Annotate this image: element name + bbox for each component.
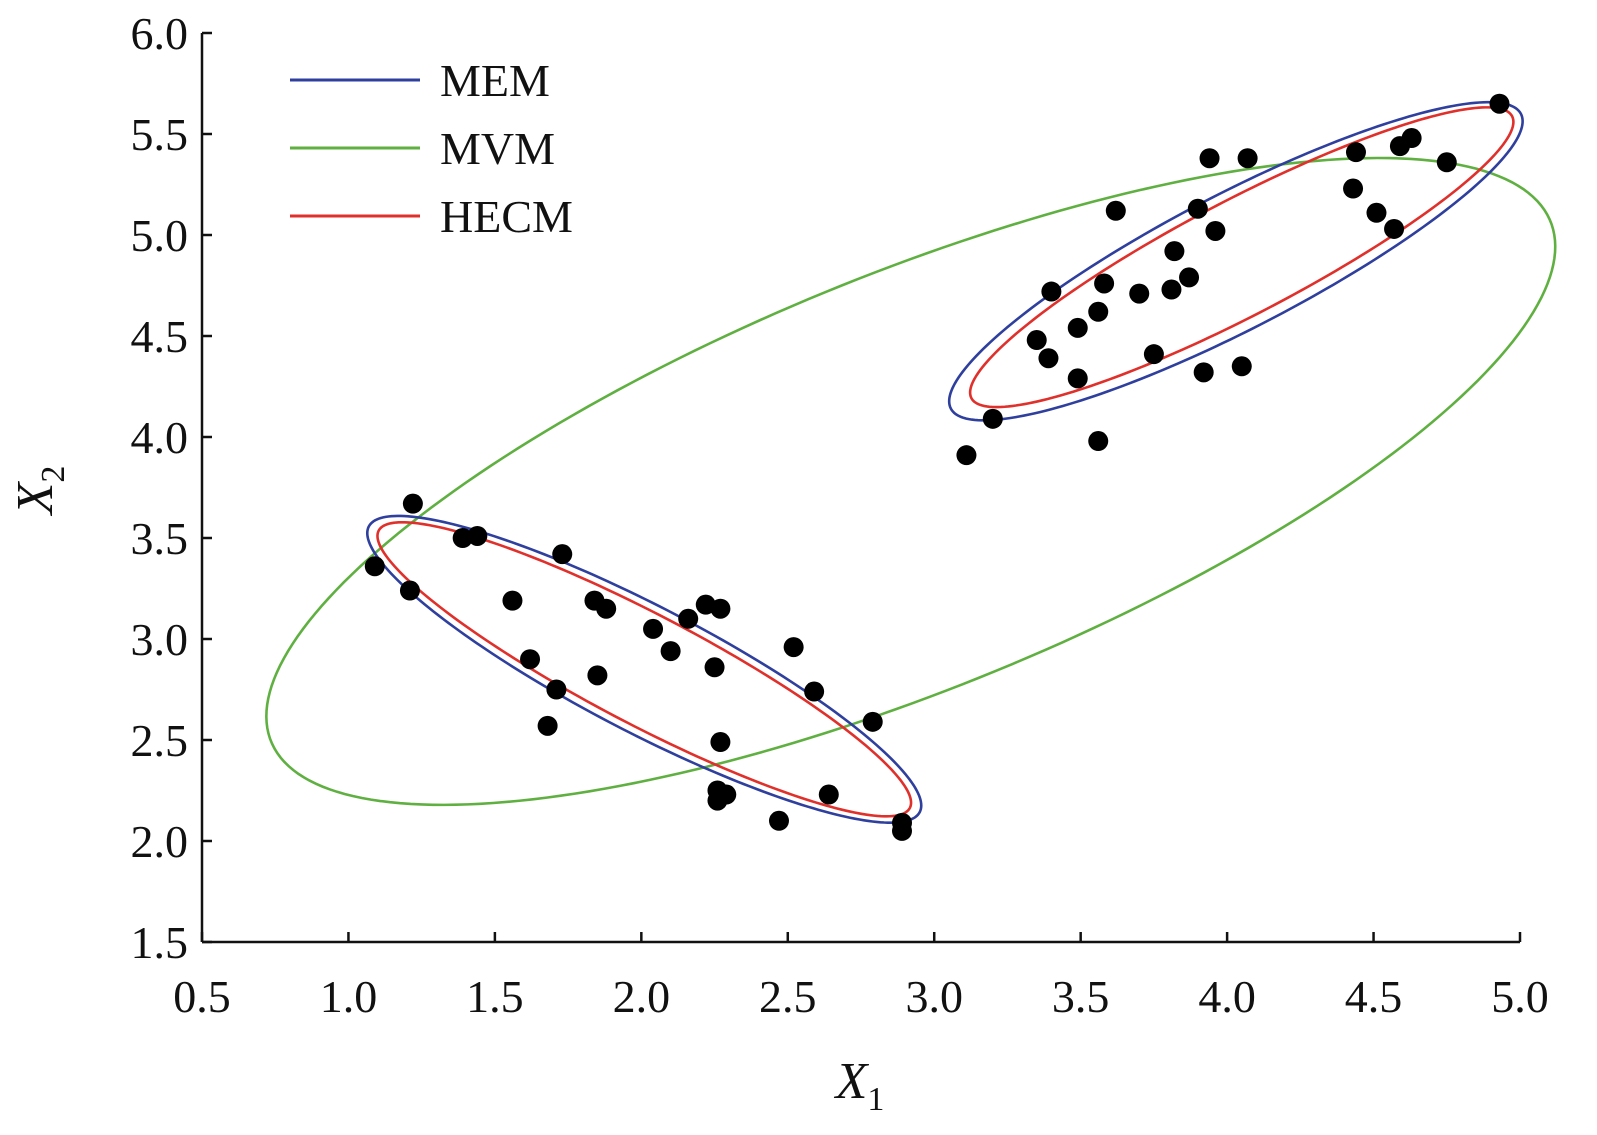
data-point-41 xyxy=(1129,283,1150,304)
x-tick-label-2: 1.5 xyxy=(466,971,524,1022)
data-point-45 xyxy=(1179,267,1200,288)
data-point-14 xyxy=(660,641,681,662)
legend-item-mvm: MVM xyxy=(290,123,555,174)
x-tick-label-4: 2.5 xyxy=(759,971,817,1022)
ellipse-hecm-2 xyxy=(376,520,913,818)
y-tick-label-2: 2.5 xyxy=(131,715,189,766)
data-point-6 xyxy=(520,649,541,670)
data-point-57 xyxy=(1401,128,1422,149)
y-tick-label-0: 1.5 xyxy=(131,917,189,968)
data-point-23 xyxy=(768,810,789,831)
data-point-3 xyxy=(452,528,473,548)
data-point-22 xyxy=(716,784,737,805)
data-point-54 xyxy=(1366,202,1387,223)
data-point-53 xyxy=(1345,142,1366,163)
data-point-30 xyxy=(956,445,977,466)
data-point-7 xyxy=(537,715,558,736)
x-axis-title-base: X xyxy=(834,1053,870,1110)
data-point-42 xyxy=(1143,344,1164,365)
y-tick-label-7: 5.0 xyxy=(131,210,189,261)
y-tick-label-5: 4.0 xyxy=(131,412,189,463)
data-point-58 xyxy=(1436,152,1457,173)
data-point-39 xyxy=(1094,273,1115,294)
y-tick-label-6: 4.5 xyxy=(131,311,189,362)
legend-item-mem: MEM xyxy=(290,55,550,106)
x-axis-title-subscript: 1 xyxy=(867,1081,884,1118)
data-point-44 xyxy=(1164,241,1185,262)
data-point-40 xyxy=(1105,200,1126,221)
data-point-36 xyxy=(1067,317,1088,338)
data-point-17 xyxy=(704,657,725,678)
data-point-15 xyxy=(678,608,699,629)
y-tick-label-4: 3.5 xyxy=(131,513,189,564)
y-tick-label-3: 3.0 xyxy=(131,614,189,665)
y-tick-label-9: 6.0 xyxy=(131,8,189,59)
data-point-8 xyxy=(546,679,567,700)
data-point-35 xyxy=(1067,368,1088,389)
data-point-43 xyxy=(1161,279,1182,300)
data-point-12 xyxy=(596,598,617,619)
x-tick-label-8: 4.5 xyxy=(1345,971,1403,1022)
data-point-9 xyxy=(552,544,573,565)
data-point-27 xyxy=(862,711,883,732)
legend-label-hecm: HECM xyxy=(440,191,573,242)
data-point-50 xyxy=(1231,356,1252,377)
data-point-49 xyxy=(1205,220,1226,241)
data-point-51 xyxy=(1237,148,1258,169)
legend-label-mem: MEM xyxy=(440,55,550,106)
data-point-25 xyxy=(804,681,825,702)
data-point-21 xyxy=(710,732,731,753)
y-tick-label-8: 5.5 xyxy=(131,109,189,160)
data-point-2 xyxy=(402,493,423,514)
y-tick-label-1: 2.0 xyxy=(131,816,189,867)
x-tick-label-6: 3.5 xyxy=(1052,971,1110,1022)
axes-layer xyxy=(200,33,1520,944)
legend-label-mvm: MVM xyxy=(440,123,555,174)
data-point-5 xyxy=(502,590,523,611)
ellipse-mvm-0 xyxy=(265,156,1557,807)
data-point-1 xyxy=(399,580,420,601)
data-point-34 xyxy=(1041,281,1062,302)
data-point-11 xyxy=(587,665,608,686)
x-tick-label-0: 0.5 xyxy=(173,971,231,1022)
data-point-31 xyxy=(982,408,1003,429)
data-point-13 xyxy=(643,618,664,639)
x-tick-label-7: 4.0 xyxy=(1198,971,1256,1022)
data-point-48 xyxy=(1199,148,1220,169)
data-point-32 xyxy=(1026,330,1047,351)
x-tick-label-5: 3.0 xyxy=(905,971,963,1022)
data-point-52 xyxy=(1343,178,1364,199)
data-point-37 xyxy=(1088,301,1109,322)
points-layer xyxy=(364,93,1510,841)
data-point-46 xyxy=(1187,198,1208,219)
data-point-4 xyxy=(467,525,488,546)
ellipse-mem-3 xyxy=(947,100,1524,422)
legend-item-hecm: HECM xyxy=(290,191,573,242)
data-point-20 xyxy=(710,598,731,619)
data-point-38 xyxy=(1088,431,1109,452)
data-point-24 xyxy=(783,637,804,658)
x-tick-label-1: 1.0 xyxy=(320,971,378,1022)
ellipse-hecm-4 xyxy=(968,106,1515,409)
x-tick-label-3: 2.0 xyxy=(613,971,671,1022)
data-point-33 xyxy=(1038,348,1059,369)
data-point-59 xyxy=(1489,93,1510,114)
data-point-26 xyxy=(818,784,839,805)
ellipses-layer xyxy=(265,100,1557,824)
ellipse-mem-1 xyxy=(365,514,923,824)
tick-labels-layer: 0.5 1.0 1.5 2.0 2.5 3.0 3.5 4.0 4.5 5.0 1.5 2.0 2.5 3… xyxy=(131,8,1549,1022)
y-axis-title: X2 xyxy=(7,466,72,517)
data-point-0 xyxy=(364,556,385,577)
x-tick-label-9: 5.0 xyxy=(1491,971,1549,1022)
y-axis-title-subscript: 2 xyxy=(35,466,72,483)
data-point-55 xyxy=(1384,218,1405,239)
x-axis-title: X1 xyxy=(834,1053,885,1118)
y-axis-title-base: X xyxy=(7,480,64,516)
data-point-47 xyxy=(1193,362,1214,383)
data-point-29 xyxy=(892,820,912,841)
legend: MEM MVM HECM xyxy=(290,55,573,242)
